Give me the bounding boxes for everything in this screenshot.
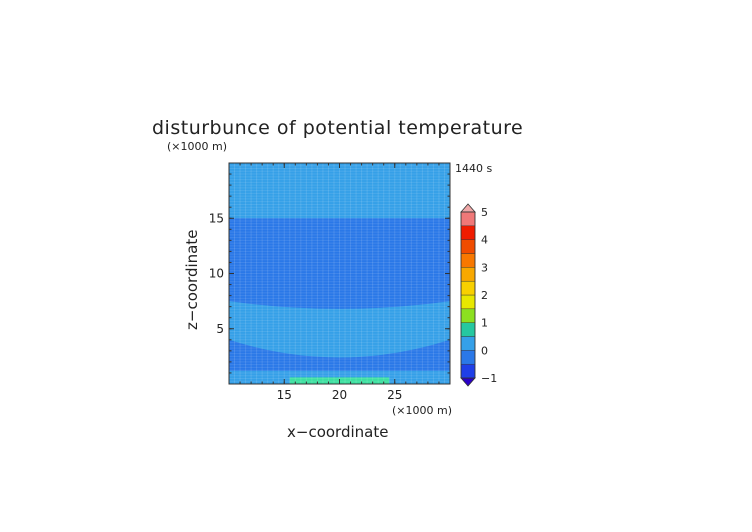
colorbar-segment — [460, 294, 476, 310]
y-axis: 5 10 15 — [209, 173, 450, 374]
colorbar-tick-label: 3 — [481, 261, 488, 274]
colorbar-tick-label: 0 — [481, 344, 488, 357]
y-tick-label: 10 — [209, 267, 224, 281]
y-unit-label: (×1000 m) — [167, 140, 227, 153]
x-axis: 15 20 25 — [239, 163, 440, 402]
colorbar-tick-label: 2 — [481, 289, 488, 302]
field-region — [229, 339, 450, 371]
colorbar-segment — [460, 239, 476, 254]
x-tick-label: 15 — [277, 388, 292, 402]
colorbar-segment — [460, 225, 476, 240]
x-axis-label: x−coordinate — [287, 423, 388, 441]
y-axis-label: z−coordinate — [183, 230, 201, 330]
colorbar-frame — [460, 211, 476, 379]
colorbar-segment — [460, 267, 476, 282]
colorbar-segment — [460, 363, 476, 379]
x-unit-label: (×1000 m) — [392, 404, 452, 417]
plot-area — [228, 162, 451, 385]
colorbar-segment — [460, 203, 476, 213]
y-tick-label: 15 — [209, 211, 224, 225]
colorbar-segment — [460, 377, 476, 387]
colorbar-segment — [460, 308, 476, 323]
colorbar-segment — [460, 253, 476, 268]
colorbar-segment — [460, 336, 476, 351]
colorbar-tick-label: 5 — [481, 206, 488, 219]
x-tick-label: 25 — [387, 388, 402, 402]
colorbar: −1 0 1 2 3 4 5 — [460, 203, 497, 387]
x-tick-label: 20 — [332, 388, 347, 402]
colorbar-segment — [460, 350, 476, 365]
colorbar-tick-label: 1 — [481, 317, 488, 330]
field-region — [229, 218, 450, 309]
chart-title: disturbunce of potential temperature — [152, 117, 523, 139]
colorbar-tick-label: −1 — [481, 372, 497, 385]
colorbar-segment — [460, 322, 476, 337]
y-tick-label: 5 — [216, 322, 224, 336]
time-label: 1440 s — [455, 162, 492, 175]
colorbar-tick-label: 4 — [481, 234, 488, 247]
colorbar-segment — [460, 280, 476, 296]
colorbar-segment — [460, 211, 476, 227]
